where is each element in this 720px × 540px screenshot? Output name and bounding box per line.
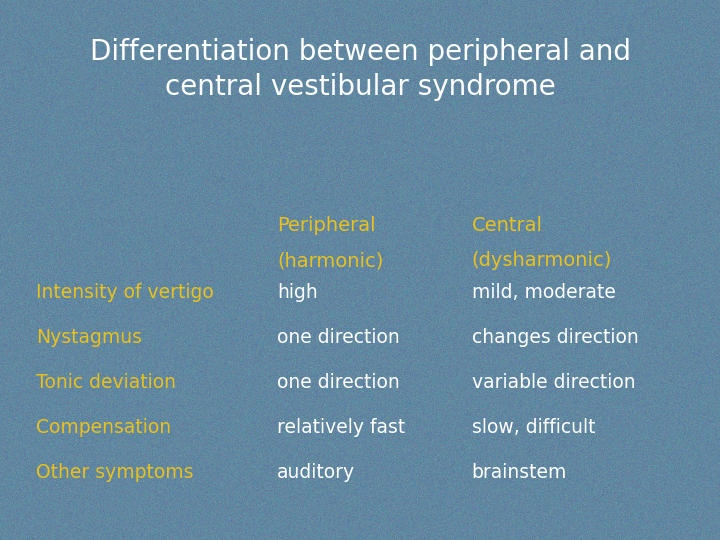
Text: slow, difficult: slow, difficult [472, 418, 595, 437]
Text: Intensity of vertigo: Intensity of vertigo [36, 284, 214, 302]
Text: (dysharmonic): (dysharmonic) [472, 251, 612, 270]
Text: Nystagmus: Nystagmus [36, 328, 142, 347]
Text: mild, moderate: mild, moderate [472, 284, 616, 302]
Text: relatively fast: relatively fast [277, 418, 405, 437]
Text: Compensation: Compensation [36, 418, 171, 437]
Text: brainstem: brainstem [472, 463, 567, 482]
Text: Differentiation between peripheral and
central vestibular syndrome: Differentiation between peripheral and c… [89, 38, 631, 102]
Text: changes direction: changes direction [472, 328, 639, 347]
Text: (harmonic): (harmonic) [277, 251, 384, 270]
Text: Central: Central [472, 216, 543, 235]
Text: high: high [277, 284, 318, 302]
Text: Other symptoms: Other symptoms [36, 463, 194, 482]
Text: variable direction: variable direction [472, 373, 635, 392]
Text: Peripheral: Peripheral [277, 216, 376, 235]
Text: auditory: auditory [277, 463, 356, 482]
Text: Tonic deviation: Tonic deviation [36, 373, 176, 392]
Text: one direction: one direction [277, 328, 400, 347]
Text: one direction: one direction [277, 373, 400, 392]
